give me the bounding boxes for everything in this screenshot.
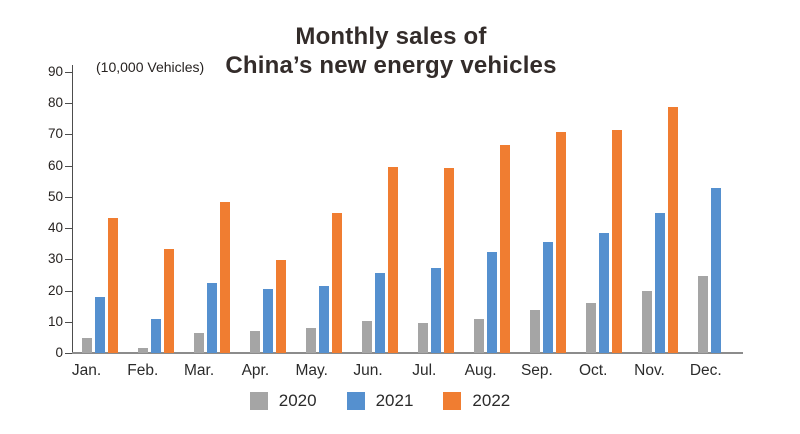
bar-2022-mar xyxy=(219,201,230,353)
y-tick-label-30: 30 xyxy=(47,251,63,267)
y-tick-mark-30 xyxy=(65,259,72,261)
y-tick-mark-40 xyxy=(65,228,72,230)
x-tick-label-may: May. xyxy=(295,362,328,379)
bar-2022-sep xyxy=(555,131,566,353)
legend-swatch-2020 xyxy=(249,392,268,410)
bar-2021-feb xyxy=(150,318,161,353)
bar-2022-oct xyxy=(611,130,622,353)
bar-2022-may xyxy=(331,213,342,353)
bar-2021-oct xyxy=(598,232,609,353)
x-tick-label-sep: Sep. xyxy=(520,362,553,379)
y-axis-line xyxy=(72,65,73,353)
bar-2020-aug xyxy=(473,319,484,353)
x-tick-label-oct: Oct. xyxy=(578,362,608,379)
y-tick-mark-70 xyxy=(65,134,72,136)
y-tick-mark-20 xyxy=(65,290,72,292)
legend: 2020 2021 2022 xyxy=(0,391,760,411)
bar-2022-jan xyxy=(107,218,118,353)
bar-2020-mar xyxy=(193,333,204,353)
bar-2021-nov xyxy=(654,212,665,353)
bar-2021-jul xyxy=(430,268,441,353)
y-tick-mark-10 xyxy=(65,321,72,323)
y-tick-label-70: 70 xyxy=(47,126,63,142)
bar-2020-jan xyxy=(81,338,92,353)
bar-2022-feb xyxy=(163,248,174,353)
y-tick-label-60: 60 xyxy=(47,157,63,173)
x-tick-label-apr: Apr. xyxy=(241,362,270,379)
bar-2020-nov xyxy=(641,290,652,353)
bar-2021-jan xyxy=(94,297,105,353)
legend-swatch-2022 xyxy=(443,392,462,410)
y-axis-unit-label: (10,000 Vehicles) xyxy=(96,59,205,75)
x-tick-label-mar: Mar. xyxy=(184,362,215,379)
bar-2020-jul xyxy=(417,323,428,353)
y-tick-label-10: 10 xyxy=(47,313,63,329)
y-tick-label-40: 40 xyxy=(47,220,63,236)
bar-2021-aug xyxy=(486,251,497,353)
legend-label-2020: 2020 xyxy=(278,391,317,410)
legend-item-2022: 2022 xyxy=(443,391,510,411)
y-tick-label-50: 50 xyxy=(47,188,63,204)
legend-swatch-2021 xyxy=(346,392,365,410)
y-tick-mark-80 xyxy=(65,103,72,105)
bar-2022-aug xyxy=(499,145,510,353)
bar-2020-oct xyxy=(585,303,596,353)
chart-title: Monthly sales of China’s new energy vehi… xyxy=(0,22,782,80)
bar-2020-jun xyxy=(361,321,372,353)
bar-2022-jul xyxy=(443,167,454,353)
x-axis-line xyxy=(72,352,743,354)
y-tick-label-90: 90 xyxy=(47,64,63,79)
x-tick-label-jan: Jan. xyxy=(71,362,102,379)
y-tick-mark-60 xyxy=(65,165,72,167)
bar-2021-mar xyxy=(206,282,217,353)
bar-2022-apr xyxy=(275,259,286,353)
legend-item-2021: 2021 xyxy=(346,391,414,411)
legend-label-2022: 2022 xyxy=(472,391,511,410)
x-tick-label-jul: Jul. xyxy=(412,362,437,379)
chart-title-line1: Monthly sales of xyxy=(295,23,487,50)
bar-2020-feb xyxy=(137,348,148,353)
legend-item-2020: 2020 xyxy=(249,391,317,411)
y-tick-mark-90 xyxy=(65,72,72,73)
bar-2020-apr xyxy=(249,331,260,353)
x-tick-label-dec: Dec. xyxy=(689,362,722,379)
x-tick-label-feb: Feb. xyxy=(127,362,159,379)
bar-2022-jun xyxy=(387,166,398,353)
bar-2022-nov xyxy=(667,107,678,353)
chart-title-line2: China’s new energy vehicles xyxy=(225,52,557,79)
bar-2021-sep xyxy=(542,241,553,353)
bar-2021-may xyxy=(318,285,329,353)
x-tick-label-nov: Nov. xyxy=(634,362,665,379)
bar-2020-may xyxy=(305,328,316,353)
y-tick-mark-0 xyxy=(65,353,72,354)
bar-2020-sep xyxy=(529,309,540,353)
bar-2021-jun xyxy=(374,273,385,353)
y-tick-label-0: 0 xyxy=(55,345,63,360)
x-tick-label-aug: Aug. xyxy=(464,362,497,379)
y-tick-label-20: 20 xyxy=(47,282,63,298)
bar-2021-apr xyxy=(262,288,273,353)
y-tick-mark-50 xyxy=(65,196,72,198)
bar-2020-dec xyxy=(697,275,708,353)
y-tick-label-80: 80 xyxy=(47,95,63,111)
legend-label-2021: 2021 xyxy=(375,391,414,410)
x-tick-label-jun: Jun. xyxy=(353,362,383,379)
bar-2021-dec xyxy=(710,187,721,353)
